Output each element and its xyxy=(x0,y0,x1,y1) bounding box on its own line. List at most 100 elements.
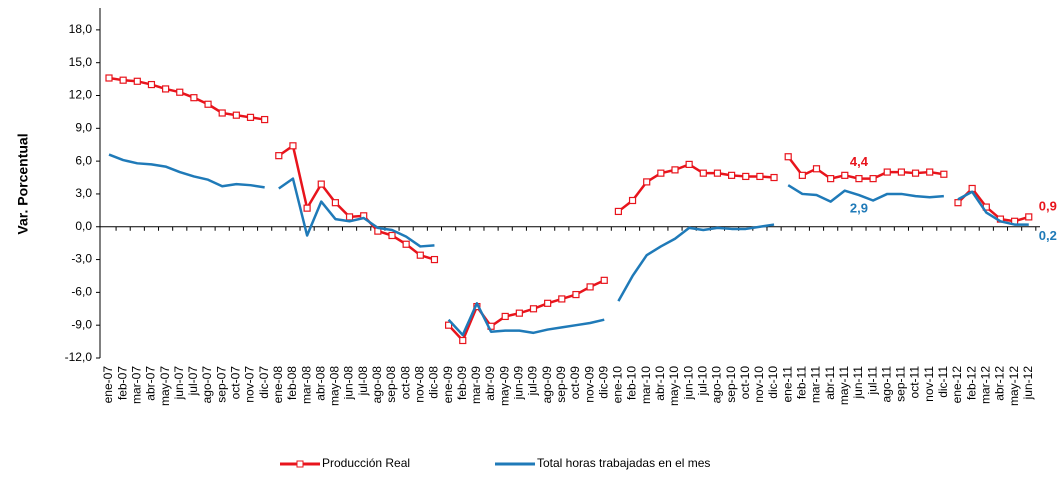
x-tick-label: feb-09 xyxy=(455,366,469,400)
x-tick-label: oct-09 xyxy=(568,366,582,400)
series-line xyxy=(787,184,944,203)
point-marker xyxy=(416,251,424,259)
series-line xyxy=(617,163,775,213)
point-marker xyxy=(827,175,835,183)
point-marker xyxy=(445,321,453,329)
point-marker xyxy=(770,173,778,182)
point-marker xyxy=(1025,213,1033,221)
x-tick-label: ene-11 xyxy=(780,366,794,403)
point-marker xyxy=(926,168,934,176)
y-tick-label: 3,0 xyxy=(75,186,92,200)
x-tick-label: oct-10 xyxy=(738,366,752,400)
x-tick-label: ago-10 xyxy=(710,366,724,404)
x-tick-label: abr-08 xyxy=(313,366,327,401)
point-marker xyxy=(911,169,920,177)
x-tick-label: jun-11 xyxy=(851,366,865,400)
x-tick-label: feb-07 xyxy=(115,366,129,400)
point-marker xyxy=(388,231,396,240)
x-tick-label: jul-08 xyxy=(356,366,370,397)
x-tick-label: nov-11 xyxy=(922,366,936,402)
point-marker xyxy=(586,283,594,291)
x-tick-label: oct-11 xyxy=(908,366,922,399)
y-tick-label: -12,0 xyxy=(65,350,93,364)
x-tick-label: sep-07 xyxy=(214,366,228,403)
point-marker xyxy=(685,160,693,169)
point-marker xyxy=(246,113,255,121)
x-tick-label: nov-07 xyxy=(243,366,257,403)
legend-label: Total horas trabajadas en el mes xyxy=(537,456,710,470)
y-tick-label: -3,0 xyxy=(71,252,92,266)
point-marker xyxy=(147,80,156,89)
x-tick-label: mar-09 xyxy=(469,366,483,404)
x-tick-label: sep-10 xyxy=(724,366,738,403)
series-line xyxy=(447,302,605,337)
series-line xyxy=(108,76,265,121)
point-marker xyxy=(176,88,184,96)
y-tick-label: 18,0 xyxy=(69,22,93,36)
point-marker xyxy=(558,295,566,303)
y-tick-label: 12,0 xyxy=(69,88,93,102)
point-marker xyxy=(883,168,891,176)
x-tick-label: abr-12 xyxy=(993,366,1007,401)
y-tick-label: 0,0 xyxy=(75,219,92,233)
series-line xyxy=(957,190,1029,226)
x-tick-label: jul-10 xyxy=(695,366,709,397)
x-tick-label: dic-09 xyxy=(596,366,610,399)
x-tick-label: jun-09 xyxy=(512,366,526,401)
value-label: 0,9 xyxy=(1039,198,1057,213)
point-marker xyxy=(954,199,962,207)
series-line xyxy=(278,177,435,248)
x-tick-label: feb-10 xyxy=(625,366,639,400)
x-tick-label: mar-10 xyxy=(639,366,653,404)
y-tick-label: 15,0 xyxy=(69,55,93,69)
x-tick-label: ago-08 xyxy=(370,366,384,404)
point-marker xyxy=(105,74,113,82)
x-tick-label: dic-10 xyxy=(766,366,780,399)
x-tick-label: mar-08 xyxy=(299,366,313,404)
point-marker xyxy=(572,290,580,299)
point-marker xyxy=(798,171,806,179)
x-tick-label: nov-09 xyxy=(582,366,596,403)
x-tick-label: ene-09 xyxy=(441,366,455,404)
point-marker xyxy=(345,213,354,221)
y-tick-label: 9,0 xyxy=(75,120,92,134)
x-tick-label: dic-08 xyxy=(427,366,441,399)
x-tick-label: may-12 xyxy=(1007,366,1021,406)
x-tick-label: abr-10 xyxy=(653,366,667,401)
x-tick-label: abr-11 xyxy=(823,366,837,400)
point-marker xyxy=(614,207,623,216)
value-label: 2,9 xyxy=(850,200,868,215)
point-marker xyxy=(897,168,906,176)
point-marker xyxy=(855,175,863,183)
legend-label: Producción Real xyxy=(322,456,410,470)
x-tick-label: jul-07 xyxy=(186,366,200,397)
x-tick-label: nov-10 xyxy=(752,366,766,403)
point-marker xyxy=(713,169,722,177)
point-marker xyxy=(133,77,141,85)
x-tick-label: may-11 xyxy=(837,366,851,405)
point-marker xyxy=(643,178,651,186)
x-tick-label: jun-07 xyxy=(172,366,186,401)
point-marker xyxy=(190,94,198,102)
y-tick-label: -9,0 xyxy=(71,317,92,331)
x-tick-label: may-09 xyxy=(497,366,511,406)
point-marker xyxy=(699,169,707,177)
x-tick-label: mar-07 xyxy=(129,366,143,404)
point-marker xyxy=(402,240,410,248)
point-marker xyxy=(430,255,439,264)
x-tick-label: jun-10 xyxy=(681,366,695,401)
y-axis-title: Var. Porcentual xyxy=(15,133,31,234)
point-marker xyxy=(515,309,523,317)
x-tick-label: feb-12 xyxy=(964,366,978,400)
x-tick-label: mar-11 xyxy=(809,366,823,403)
point-marker xyxy=(544,299,552,307)
point-marker xyxy=(275,152,283,160)
point-marker xyxy=(459,336,467,345)
point-marker xyxy=(119,76,127,84)
point-marker xyxy=(261,115,269,124)
x-tick-label: jun-12 xyxy=(1021,366,1035,401)
x-tick-label: may-07 xyxy=(158,366,172,406)
x-tick-label: sep-11 xyxy=(894,366,908,402)
x-tick-label: nov-08 xyxy=(412,366,426,403)
